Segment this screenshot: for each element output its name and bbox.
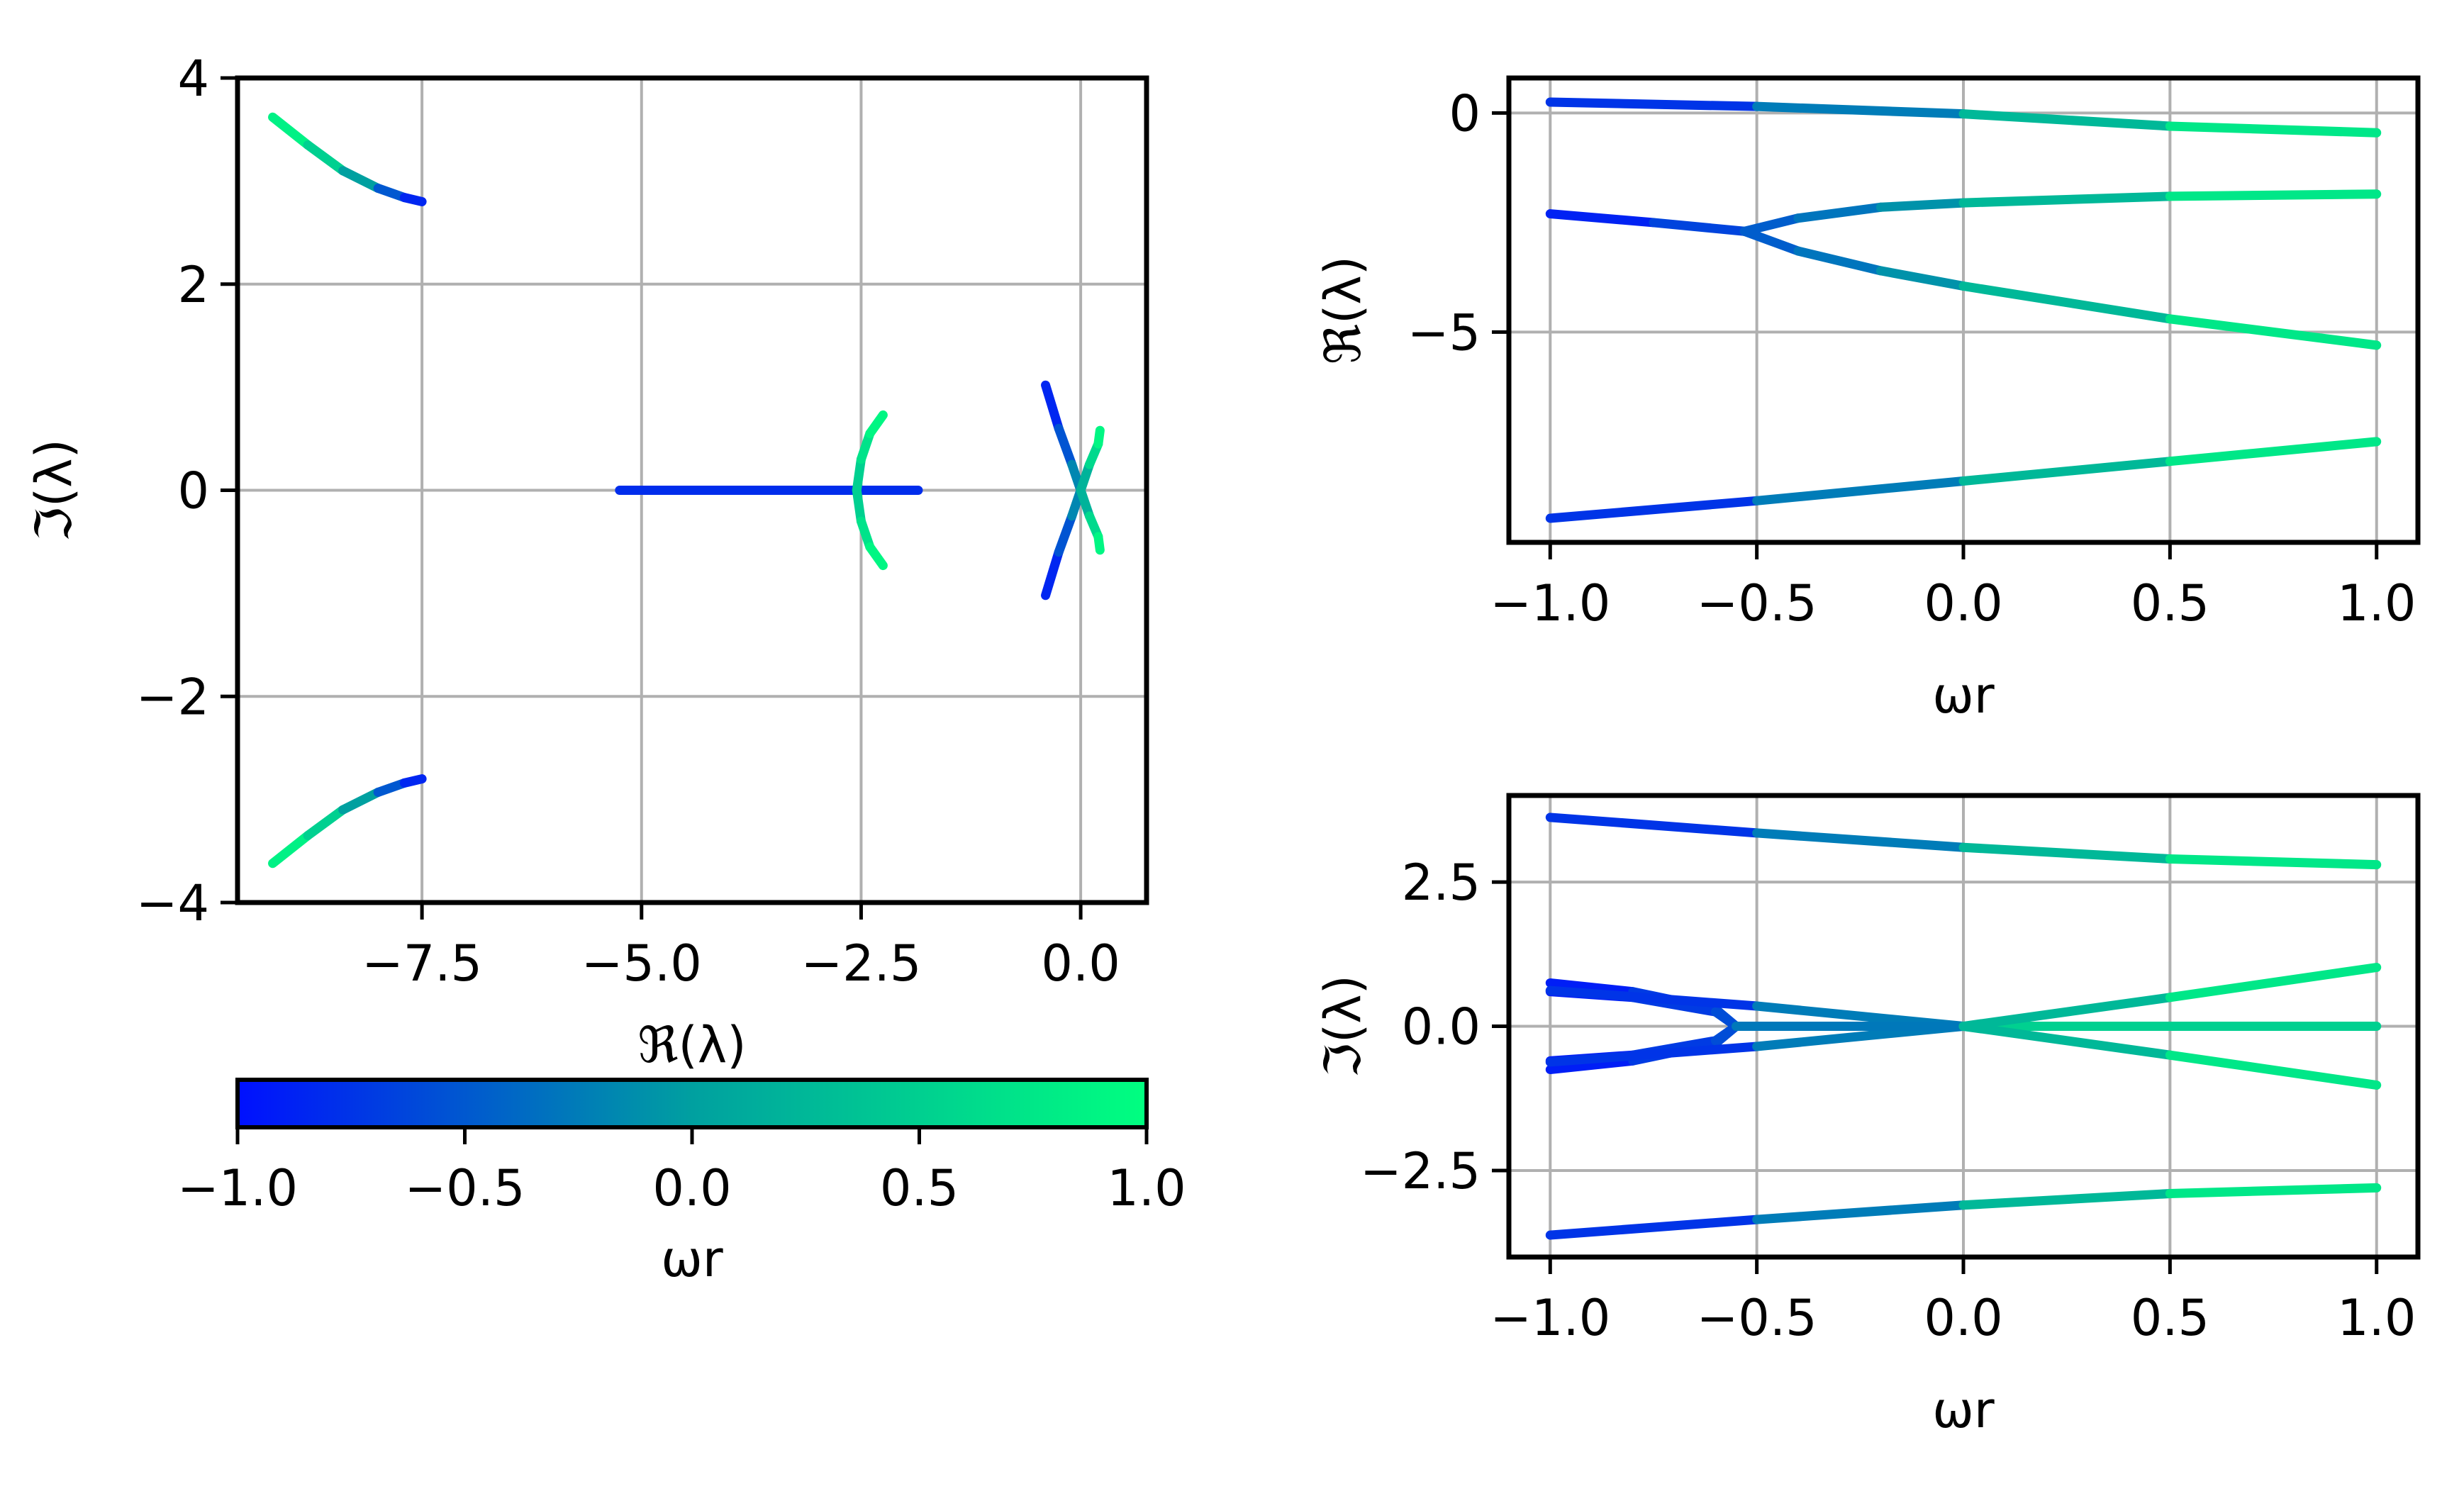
- real-part-series-3-seg-3: [1958, 281, 2175, 324]
- root-locus-ytick-label-4: 4: [177, 50, 209, 108]
- root-locus-panel: [221, 75, 1149, 920]
- real-part-ytick-label-0: 0: [1449, 84, 1481, 143]
- root-locus-series-3-seg-2: [865, 410, 888, 439]
- root-locus-series-0-seg-3: [373, 184, 409, 203]
- root-locus-series-0-seg-0: [268, 112, 313, 150]
- imag-part-ylabel: ℑ(λ): [1314, 975, 1372, 1078]
- imag-part-series-0-seg-2: [1958, 842, 2175, 864]
- imag-part-panel: [1492, 793, 2421, 1274]
- real-part-series-0-seg-3: [2165, 121, 2382, 138]
- real-part-series-1-seg-1: [1649, 218, 1749, 236]
- root-locus-ytick-label-0: −4: [136, 874, 209, 932]
- colorbar: [235, 1078, 1149, 1144]
- root-locus-ytick-label-2: 0: [177, 462, 209, 520]
- colorbar-tick-label-0: −1.0: [177, 1159, 298, 1217]
- imag-part-series-1-seg-0: [1545, 1214, 1762, 1240]
- real-part-series-4-seg-1: [1752, 476, 1968, 506]
- imag-part-series-0-seg-1: [1752, 828, 1968, 852]
- imag-part-xlabel: ωr: [1932, 1381, 1995, 1439]
- real-part-series-3-seg-4: [2165, 314, 2382, 350]
- imag-part-series-1-seg-1: [1752, 1200, 1968, 1224]
- real-part-xtick-label-4: 1.0: [2337, 574, 2416, 632]
- imag-part-ytick-label-2: −2.5: [1360, 1142, 1481, 1200]
- imag-part-series-0-seg-3: [2165, 854, 2382, 870]
- real-part-xlabel: ωr: [1932, 666, 1995, 725]
- imag-part-series-9-seg-0: [1958, 993, 2175, 1031]
- root-locus-series-4-seg-0: [852, 486, 866, 526]
- imag-part-ytick-label-1: 0.0: [1402, 998, 1481, 1056]
- colorbar-label: ωr: [661, 1230, 723, 1288]
- root-locus-ylabel: ℑ(λ): [25, 439, 83, 542]
- root-locus-series-1-seg-4: [399, 774, 427, 788]
- real-part-series-2-seg-1: [1793, 202, 1885, 223]
- imag-part-xtick-label-2: 0.0: [1924, 1289, 2002, 1347]
- root-locus-ytick-label-3: 2: [177, 256, 209, 314]
- real-part-series-3-seg-1: [1793, 246, 1885, 276]
- real-part-xtick-label-3: 0.5: [2131, 574, 2209, 632]
- imag-part-series-10-seg-0: [1958, 1022, 2175, 1060]
- real-part-xtick-label-1: −0.5: [1697, 574, 1817, 632]
- imag-part-series-2-seg-0: [1545, 978, 1638, 997]
- imag-part-series-6-seg-0: [1545, 985, 1762, 1011]
- root-locus-series-4-seg-2: [865, 542, 888, 571]
- imag-part-xtick-label-1: −0.5: [1697, 1289, 1817, 1347]
- imag-part-series-10-seg-1: [2165, 1050, 2382, 1090]
- root-locus-series-7-seg-2: [1093, 425, 1105, 449]
- real-part-panel: [1492, 75, 2421, 559]
- root-locus-series-1-seg-3: [373, 778, 409, 797]
- colorbar-tick-label-3: 0.5: [880, 1159, 959, 1217]
- real-part-ytick-label-1: −5: [1407, 303, 1481, 362]
- root-locus-xtick-label-1: −5.0: [581, 934, 702, 993]
- real-part-series-1-seg-0: [1545, 209, 1659, 228]
- real-part-ylabel: ℜ(λ): [1314, 256, 1372, 364]
- real-part-series-0-seg-1: [1752, 101, 1968, 119]
- imag-part-xtick-label-3: 0.5: [2131, 1289, 2209, 1347]
- real-part-series-2-seg-4: [2165, 189, 2382, 201]
- root-locus-series-3-seg-0: [852, 454, 866, 495]
- real-part-series-2-seg-2: [1875, 198, 1968, 212]
- imag-part-xtick-label-0: −1.0: [1490, 1289, 1610, 1347]
- colorbar-tick-label-4: 1.0: [1107, 1159, 1186, 1217]
- imag-part-ytick-label-0: 2.5: [1402, 854, 1481, 912]
- root-locus-xtick-label-0: −7.5: [362, 934, 482, 993]
- root-locus-xlabel: ℜ(λ): [637, 1016, 746, 1074]
- real-part-series-0-seg-0: [1545, 97, 1762, 111]
- imag-part-series-1-seg-3: [2165, 1183, 2382, 1198]
- root-locus-series-1-seg-0: [268, 831, 313, 869]
- root-locus-series-1-seg-1: [303, 805, 348, 841]
- imag-part-series-7-seg-0: [1545, 1042, 1762, 1067]
- root-locus-ytick-label-1: −2: [136, 668, 209, 726]
- colorbar-tick-label-2: 0.0: [652, 1159, 731, 1217]
- plot-layer: −7.5 −5.0 −2.5 0.0 −4 −2 0 2 4 ℜ(λ) ℑ(λ) −1.0 −0.5 0.…: [25, 50, 2421, 1439]
- root-locus-series-0-seg-4: [399, 193, 427, 206]
- imag-part-series-9-seg-1: [2165, 962, 2382, 1003]
- real-part-series-3-seg-0: [1739, 226, 1803, 256]
- imag-part-series-1-seg-2: [1958, 1188, 2175, 1210]
- imag-part-xtick-label-4: 1.0: [2337, 1289, 2416, 1347]
- real-part-series-4-seg-0: [1545, 496, 1762, 523]
- root-locus-xtick-label-3: 0.0: [1041, 934, 1120, 993]
- root-locus-series-1-seg-2: [338, 787, 383, 815]
- real-part-series-4-seg-2: [1958, 457, 2175, 486]
- root-locus-series-5-seg-0: [1041, 380, 1064, 433]
- imag-part-series-4-seg-0: [1545, 1056, 1638, 1075]
- real-part-series-0-seg-2: [1958, 109, 2175, 131]
- real-part-series-2-seg-3: [1958, 191, 2175, 208]
- real-part-xtick-label-0: −1.0: [1490, 574, 1610, 632]
- root-locus-series-6-seg-1: [1054, 511, 1077, 557]
- imag-part-series-0-seg-0: [1545, 812, 1762, 838]
- real-part-series-4-seg-3: [2165, 437, 2382, 467]
- root-locus-series-0-seg-1: [303, 140, 348, 176]
- root-locus-series-8-seg-2: [1093, 532, 1105, 555]
- root-locus-series-6-seg-0: [1041, 547, 1064, 601]
- root-locus-xtick-label-2: −2.5: [801, 934, 921, 993]
- root-locus-series-0-seg-2: [338, 166, 383, 194]
- colorbar-tick-label-1: −0.5: [405, 1159, 525, 1217]
- real-part-series-3-seg-2: [1875, 266, 1968, 291]
- root-locus-series-5-seg-1: [1054, 423, 1077, 469]
- colorbar-gradient: [235, 1078, 1149, 1129]
- real-part-series-2-seg-0: [1739, 213, 1803, 236]
- real-part-xtick-label-2: 0.0: [1924, 574, 2002, 632]
